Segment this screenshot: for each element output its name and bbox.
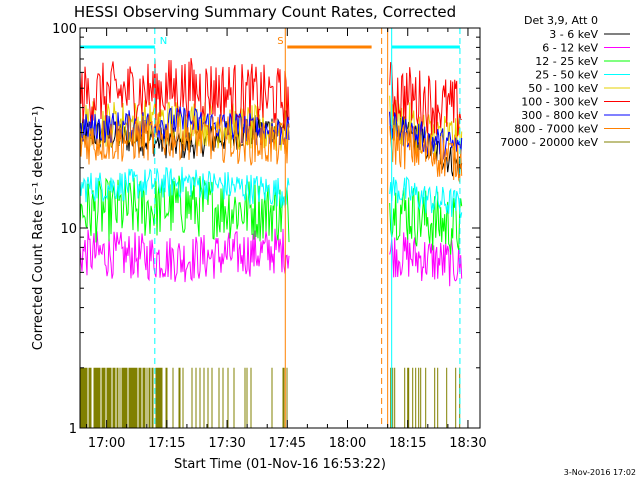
series-trace [79,58,290,130]
y-axis-label: Corrected Count Rate (s⁻¹ detector⁻¹) [31,106,46,351]
series-trace [389,124,463,183]
series-trace [79,367,288,428]
y-tick-label: 10 [60,222,77,237]
series-trace [79,166,290,209]
series-trace [389,62,462,137]
legend-entry: 800 - 7000 keV [514,123,598,136]
series-trace [389,176,463,218]
series-trace [389,111,463,160]
series-800-7000-keV [79,111,463,183]
flag-label: S [277,36,283,47]
y-tick-label: 100 [52,22,77,37]
x-tick-label: 17:30 [208,436,245,451]
series-12-25-keV [79,175,463,255]
y-tick-label: 1 [69,422,77,437]
legend-entry: 300 - 800 keV [521,109,598,122]
legend-entry: 7000 - 20000 keV [500,136,598,149]
x-tick-label: 18:15 [389,436,426,451]
legend-entry: 3 - 6 keV [549,28,598,41]
series-trace [79,111,290,166]
series-25-50-keV [79,166,463,218]
x-tick-label: 17:15 [148,436,185,451]
legend-entry: 6 - 12 keV [542,42,598,55]
marker-layer [154,28,461,428]
footer-timestamp: 3-Nov-2016 17:02 [564,468,636,477]
legend-entry: 50 - 100 keV [528,82,598,95]
legend-entry: 12 - 25 keV [535,55,598,68]
x-tick-label: 18:00 [329,436,366,451]
series-6-12-keV [79,228,463,287]
series-trace [390,367,461,428]
series-7000-20000-keV [79,367,461,428]
series-trace [389,232,463,287]
series-trace [389,95,463,162]
flag-label: N [160,36,167,47]
series-100-300-keV [79,58,462,137]
axis-layer: 1 10 100 17:00 17:15 17:30 17:45 18:00 18:15 18:3… [52,22,487,451]
legend-title: Det 3,9, Att 0 [524,14,598,27]
x-tick-label: 18:30 [449,436,486,451]
x-axis-label: Start Time (01-Nov-16 16:53:22) [174,457,386,472]
x-tick-label: 17:00 [88,436,125,451]
series-trace [389,188,463,255]
data-layer [79,58,463,428]
x-tick-label: 17:45 [269,436,306,451]
legend-entry: 25 - 50 keV [535,69,598,82]
chart-title: HESSI Observing Summary Count Rates, Cor… [74,3,456,21]
series-trace [79,228,290,283]
series-trace [79,175,290,243]
legend-entry: 100 - 300 keV [521,96,598,109]
